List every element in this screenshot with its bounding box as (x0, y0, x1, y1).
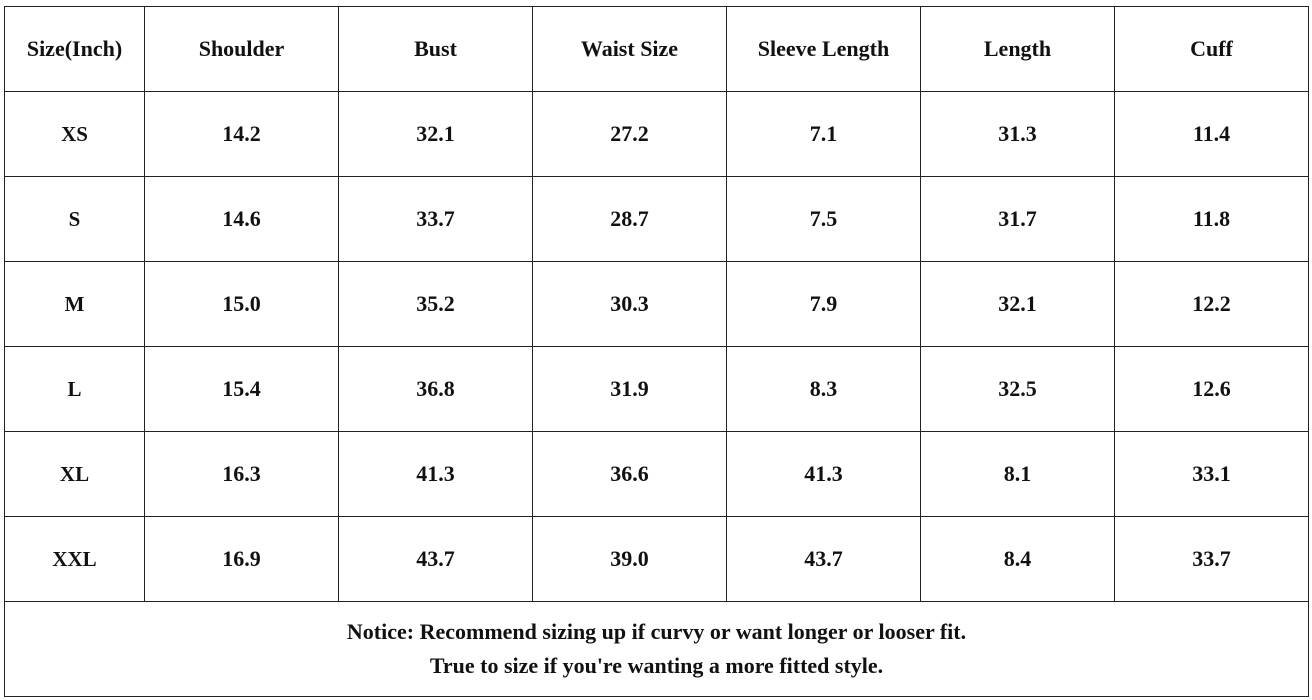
table-cell: 41.3 (726, 431, 921, 517)
size-label: XL (4, 431, 145, 517)
size-chart: Size(Inch) Shoulder Bust Waist Size Slee… (4, 6, 1309, 697)
table-row: XS 14.2 32.1 27.2 7.1 31.3 11.4 (4, 91, 1309, 177)
table-cell: 41.3 (338, 431, 533, 517)
table-cell: 32.1 (920, 261, 1115, 347)
table-row: S 14.6 33.7 28.7 7.5 31.7 11.8 (4, 176, 1309, 262)
table-cell: 15.0 (144, 261, 339, 347)
table-cell: 43.7 (338, 516, 533, 602)
size-label: XS (4, 91, 145, 177)
notice-line-1: Notice: Recommend sizing up if curvy or … (346, 619, 967, 644)
header-length: Length (920, 6, 1115, 92)
table-cell: 15.4 (144, 346, 339, 432)
header-bust: Bust (338, 6, 533, 92)
table-cell: 16.9 (144, 516, 339, 602)
table-cell: 31.9 (532, 346, 727, 432)
size-label: L (4, 346, 145, 432)
table-cell: 11.8 (1114, 176, 1309, 262)
table-row: XL 16.3 41.3 36.6 41.3 8.1 33.1 (4, 431, 1309, 517)
table-cell: 28.7 (532, 176, 727, 262)
table-cell: 36.6 (532, 431, 727, 517)
header-shoulder: Shoulder (144, 6, 339, 92)
header-row: Size(Inch) Shoulder Bust Waist Size Slee… (4, 6, 1309, 92)
notice-row: Notice: Recommend sizing up if curvy or … (4, 601, 1309, 697)
table-cell: 36.8 (338, 346, 533, 432)
table-cell: 12.6 (1114, 346, 1309, 432)
header-waist-size: Waist Size (532, 6, 727, 92)
notice-cell: Notice: Recommend sizing up if curvy or … (4, 601, 1309, 697)
table-cell: 31.7 (920, 176, 1115, 262)
size-table: Size(Inch) Shoulder Bust Waist Size Slee… (4, 6, 1309, 697)
notice-line-2: True to size if you're wanting a more fi… (429, 653, 884, 678)
table-cell: 27.2 (532, 91, 727, 177)
table-cell: 7.1 (726, 91, 921, 177)
table-row: L 15.4 36.8 31.9 8.3 32.5 12.6 (4, 346, 1309, 432)
table-row: XXL 16.9 43.7 39.0 43.7 8.4 33.7 (4, 516, 1309, 602)
header-size: Size(Inch) (4, 6, 145, 92)
size-label: XXL (4, 516, 145, 602)
header-sleeve-length: Sleeve Length (726, 6, 921, 92)
table-cell: 7.5 (726, 176, 921, 262)
table-cell: 14.6 (144, 176, 339, 262)
table-cell: 12.2 (1114, 261, 1309, 347)
table-cell: 35.2 (338, 261, 533, 347)
size-label: M (4, 261, 145, 347)
table-cell: 33.7 (338, 176, 533, 262)
table-cell: 31.3 (920, 91, 1115, 177)
table-cell: 8.3 (726, 346, 921, 432)
table-cell: 39.0 (532, 516, 727, 602)
table-cell: 8.4 (920, 516, 1115, 602)
header-cuff: Cuff (1114, 6, 1309, 92)
table-cell: 33.1 (1114, 431, 1309, 517)
table-cell: 30.3 (532, 261, 727, 347)
table-cell: 11.4 (1114, 91, 1309, 177)
table-cell: 16.3 (144, 431, 339, 517)
table-cell: 43.7 (726, 516, 921, 602)
table-row: M 15.0 35.2 30.3 7.9 32.1 12.2 (4, 261, 1309, 347)
table-cell: 8.1 (920, 431, 1115, 517)
table-cell: 32.5 (920, 346, 1115, 432)
table-cell: 7.9 (726, 261, 921, 347)
table-cell: 33.7 (1114, 516, 1309, 602)
table-cell: 32.1 (338, 91, 533, 177)
size-label: S (4, 176, 145, 262)
table-cell: 14.2 (144, 91, 339, 177)
